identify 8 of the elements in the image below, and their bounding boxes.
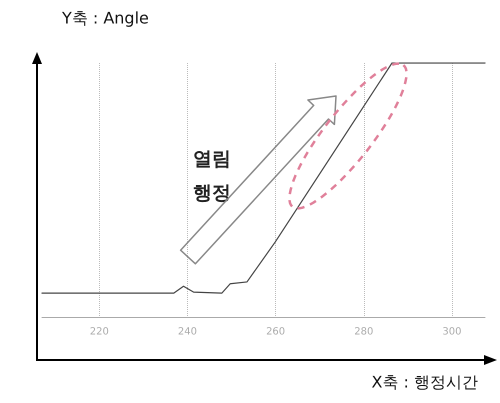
x-tick-label: 260: [266, 326, 286, 338]
annotation: 열림 행정: [193, 148, 231, 204]
x-axis-title: X축 : 행정시간: [371, 372, 478, 392]
x-tick-label: 220: [90, 326, 109, 338]
x-tick-label: 300: [442, 326, 462, 338]
y-axis-title: Y축 : Angle: [61, 8, 149, 28]
x-tick-label: 280: [354, 326, 374, 338]
x-tick-label: 240: [178, 326, 198, 338]
